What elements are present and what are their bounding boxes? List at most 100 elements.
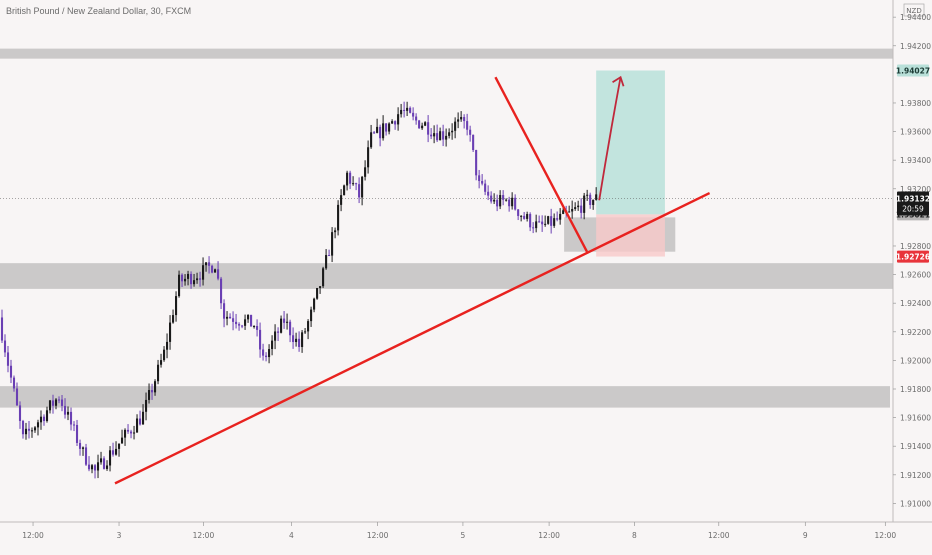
y-tick-label: 1.92200 xyxy=(900,328,931,337)
candle-body xyxy=(33,427,37,431)
candle-body xyxy=(48,400,52,411)
candle-body xyxy=(544,223,547,225)
candle-body xyxy=(517,209,520,216)
candle-body xyxy=(511,197,514,207)
candle-body xyxy=(63,405,67,415)
candle-body xyxy=(165,341,169,350)
candle-body xyxy=(162,349,166,361)
y-tick-label: 1.92400 xyxy=(900,299,931,308)
candle-body xyxy=(307,321,310,332)
candle-body xyxy=(493,199,496,202)
candle-body xyxy=(57,399,61,401)
candle-body xyxy=(283,318,286,323)
candle-body xyxy=(3,340,7,353)
candle-body xyxy=(277,331,280,333)
x-tick-label: 12:00 xyxy=(875,531,897,540)
candle-body xyxy=(535,221,538,229)
candle-body xyxy=(271,340,274,350)
candle-body xyxy=(346,172,349,186)
x-tick-label: 5 xyxy=(461,531,466,540)
candle-body xyxy=(90,465,94,470)
candle-body xyxy=(580,205,583,213)
candle-body xyxy=(241,325,244,327)
candle-body xyxy=(153,381,157,393)
candle-body xyxy=(439,131,442,141)
candle-body xyxy=(232,318,235,322)
candle-body xyxy=(174,296,178,316)
candle-body xyxy=(138,418,142,425)
candle-body xyxy=(592,199,595,205)
candle-body xyxy=(289,321,292,336)
candle-body xyxy=(451,130,454,133)
candle-body xyxy=(6,352,10,366)
x-tick-label: 4 xyxy=(289,531,294,540)
candle-body xyxy=(226,316,229,319)
candle-body xyxy=(141,411,145,425)
candle-body xyxy=(340,195,343,205)
candle-body xyxy=(259,329,262,350)
candle-body xyxy=(30,430,34,432)
candle-body xyxy=(69,411,73,425)
candle-body xyxy=(355,183,358,185)
candle-body xyxy=(54,399,58,406)
candle-body xyxy=(418,120,421,129)
candle-body xyxy=(280,318,283,333)
candle-body xyxy=(298,338,301,347)
candle-body xyxy=(532,227,535,229)
candle-body xyxy=(583,195,586,213)
candle-body xyxy=(72,424,76,426)
candle-body xyxy=(117,443,121,449)
candle-body xyxy=(268,349,271,358)
candle-body xyxy=(487,191,490,196)
candle-body xyxy=(322,268,325,287)
candle-body xyxy=(81,447,85,449)
candle-body xyxy=(87,464,91,470)
zone-0 xyxy=(0,48,893,59)
candle-body xyxy=(9,365,13,378)
candle-body xyxy=(60,399,64,406)
candle-body xyxy=(0,317,4,341)
candle-body xyxy=(421,125,424,129)
candle-body xyxy=(319,286,322,288)
y-tick-label: 1.93400 xyxy=(900,156,931,165)
candle-body xyxy=(328,255,331,257)
candle-body xyxy=(505,199,508,201)
x-tick-label: 12:00 xyxy=(22,531,44,540)
candle-body xyxy=(66,411,70,415)
candle-body xyxy=(310,309,313,322)
candle-body xyxy=(469,129,472,135)
candle-body xyxy=(433,133,436,137)
candle-body xyxy=(475,149,478,176)
candle-body xyxy=(463,117,466,122)
candle-body xyxy=(529,214,532,228)
candle-body xyxy=(388,123,391,132)
candle-body xyxy=(466,121,469,130)
price-axis-panel xyxy=(893,0,932,550)
y-tick-label: 1.92000 xyxy=(900,356,931,365)
stop-price-label-bg xyxy=(897,250,929,263)
candle-body xyxy=(235,321,238,325)
candle-body xyxy=(156,364,160,382)
candle-body xyxy=(472,134,475,150)
countdown-label: 20:59 xyxy=(902,205,924,214)
candle-body xyxy=(541,221,544,225)
candle-body xyxy=(508,199,511,207)
candle-body xyxy=(244,319,247,326)
x-tick-label: 12:00 xyxy=(367,531,389,540)
candle-body xyxy=(571,208,574,212)
candle-body xyxy=(108,450,112,466)
candle-body xyxy=(403,109,406,111)
candle-body xyxy=(247,314,250,320)
candle-body xyxy=(211,265,214,273)
candle-body xyxy=(36,422,40,428)
candle-body xyxy=(214,269,217,273)
candle-body xyxy=(208,262,211,266)
candle-body xyxy=(265,355,268,358)
candle-body xyxy=(481,181,484,184)
candle-body xyxy=(391,121,394,124)
candle-body xyxy=(256,326,259,330)
candle-body xyxy=(427,122,430,135)
candle-body xyxy=(574,207,577,209)
